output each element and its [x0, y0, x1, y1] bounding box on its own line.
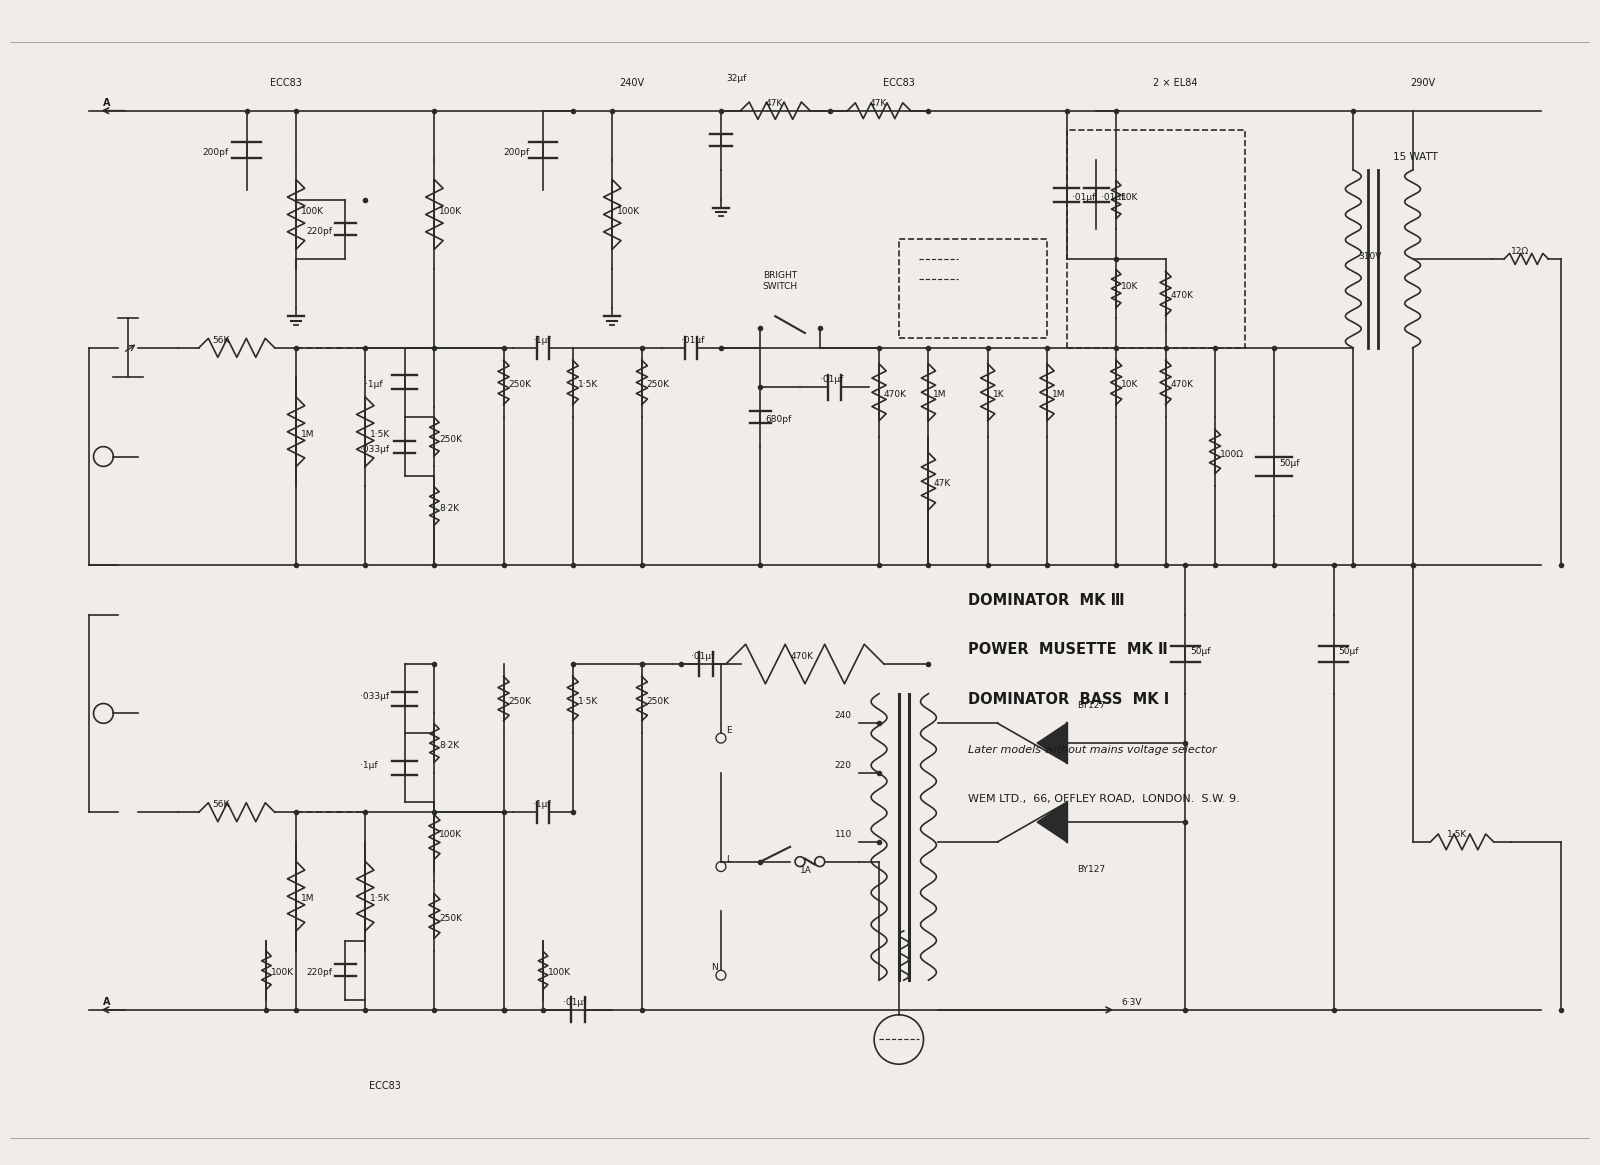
- Text: 100Ω: 100Ω: [1219, 450, 1243, 459]
- Text: ·01μf: ·01μf: [1072, 192, 1094, 202]
- Text: ECC83: ECC83: [370, 1081, 402, 1090]
- Text: ·01μf: ·01μf: [819, 375, 843, 384]
- Text: 220: 220: [835, 761, 851, 770]
- Text: 2 × EL84: 2 × EL84: [1154, 78, 1198, 89]
- Text: 10K: 10K: [1122, 192, 1139, 202]
- Text: 100K: 100K: [549, 968, 571, 977]
- Text: 47K: 47K: [933, 479, 950, 488]
- Text: 470K: 470K: [790, 652, 813, 661]
- Text: ·01μf: ·01μf: [691, 652, 715, 661]
- Text: 1K: 1K: [992, 390, 1005, 400]
- Text: 56K: 56K: [213, 336, 229, 345]
- Text: 470K: 470K: [883, 390, 907, 400]
- Text: Later models without mains voltage selector: Later models without mains voltage selec…: [968, 744, 1216, 755]
- Text: 8·2K: 8·2K: [440, 741, 459, 750]
- Text: 470K: 470K: [1171, 291, 1194, 301]
- Text: N: N: [710, 963, 718, 973]
- Text: ·033μf: ·033μf: [360, 692, 389, 700]
- Text: ·1μf: ·1μf: [533, 336, 550, 345]
- Text: 50μf: 50μf: [1280, 459, 1299, 468]
- Text: 1·5K: 1·5K: [1446, 829, 1467, 839]
- Text: 250K: 250K: [440, 435, 462, 444]
- Text: E: E: [726, 726, 731, 735]
- Text: 200pf: 200pf: [504, 148, 530, 157]
- Text: BY127: BY127: [1077, 701, 1104, 711]
- Text: BRIGHT
SWITCH: BRIGHT SWITCH: [763, 271, 798, 290]
- Text: 100K: 100K: [272, 968, 294, 977]
- Text: 250K: 250K: [646, 697, 670, 706]
- Text: 200pf: 200pf: [202, 148, 229, 157]
- Text: 47K: 47K: [869, 99, 886, 107]
- Text: 1·5K: 1·5K: [370, 895, 390, 903]
- Text: 250K: 250K: [646, 380, 670, 389]
- Text: 1M: 1M: [301, 895, 315, 903]
- Text: WEM LTD.,  66, OFFLEY ROAD,  LONDON.  S.W. 9.: WEM LTD., 66, OFFLEY ROAD, LONDON. S.W. …: [968, 795, 1240, 804]
- Polygon shape: [1037, 803, 1067, 842]
- Text: ECC83: ECC83: [883, 78, 915, 89]
- Text: 220pf: 220pf: [306, 227, 331, 236]
- Text: 110: 110: [835, 829, 851, 839]
- Text: ·033μf: ·033μf: [360, 445, 389, 453]
- Text: ·01μf: ·01μf: [563, 998, 586, 1007]
- Text: 680pf: 680pf: [765, 415, 792, 424]
- Text: 8·2K: 8·2K: [440, 504, 459, 513]
- Text: 250K: 250K: [440, 913, 462, 923]
- Text: 100K: 100K: [440, 207, 462, 217]
- Text: 250K: 250K: [509, 380, 531, 389]
- Text: ·01μf: ·01μf: [682, 336, 706, 345]
- Text: 1A: 1A: [800, 867, 811, 875]
- Text: 47K: 47K: [765, 99, 782, 107]
- Text: 12Ω: 12Ω: [1512, 247, 1530, 256]
- Text: ·01μf: ·01μf: [1101, 192, 1125, 202]
- Text: DOMINATOR  MK Ⅲ: DOMINATOR MK Ⅲ: [968, 593, 1125, 608]
- Text: 50μf: 50μf: [1190, 647, 1211, 656]
- Text: 1M: 1M: [933, 390, 947, 400]
- Text: DOMINATOR  BASS  MK I: DOMINATOR BASS MK I: [968, 692, 1170, 706]
- Text: 1·5K: 1·5K: [578, 380, 598, 389]
- Text: 1·5K: 1·5K: [370, 430, 390, 439]
- Text: 6·3V: 6·3V: [1122, 998, 1142, 1007]
- Text: ·1μf: ·1μf: [360, 761, 378, 770]
- Text: 56K: 56K: [213, 800, 229, 810]
- Text: 310V: 310V: [1358, 252, 1382, 261]
- Text: POWER  MUSETTE  MK Ⅱ: POWER MUSETTE MK Ⅱ: [968, 642, 1168, 657]
- Bar: [899, 239, 1046, 338]
- Text: 250K: 250K: [509, 697, 531, 706]
- Text: 470K: 470K: [1171, 380, 1194, 389]
- Text: ECC83: ECC83: [270, 78, 302, 89]
- Text: BY127: BY127: [1077, 864, 1104, 874]
- Bar: [1067, 130, 1245, 348]
- Text: 220pf: 220pf: [306, 968, 331, 977]
- Polygon shape: [1037, 723, 1067, 763]
- Text: ·1μf: ·1μf: [533, 800, 550, 810]
- Text: 1·5K: 1·5K: [578, 697, 598, 706]
- Text: 100K: 100K: [301, 207, 325, 217]
- Text: 50μf: 50μf: [1339, 647, 1358, 656]
- Text: 100K: 100K: [440, 829, 462, 839]
- Text: 1M: 1M: [301, 430, 315, 439]
- Text: 10K: 10K: [1122, 380, 1139, 389]
- Text: 10K: 10K: [1122, 282, 1139, 290]
- Text: 100K: 100K: [618, 207, 640, 217]
- Text: 240: 240: [835, 712, 851, 720]
- Text: 290V: 290V: [1410, 78, 1435, 89]
- Text: 15 WATT: 15 WATT: [1394, 153, 1438, 162]
- Text: L: L: [726, 855, 731, 863]
- Text: A: A: [104, 997, 110, 1007]
- Text: 1M: 1M: [1051, 390, 1066, 400]
- Text: 240V: 240V: [619, 78, 645, 89]
- Text: A: A: [104, 98, 110, 107]
- Text: ·1μf: ·1μf: [365, 380, 382, 389]
- Text: 32μf: 32μf: [726, 75, 746, 83]
